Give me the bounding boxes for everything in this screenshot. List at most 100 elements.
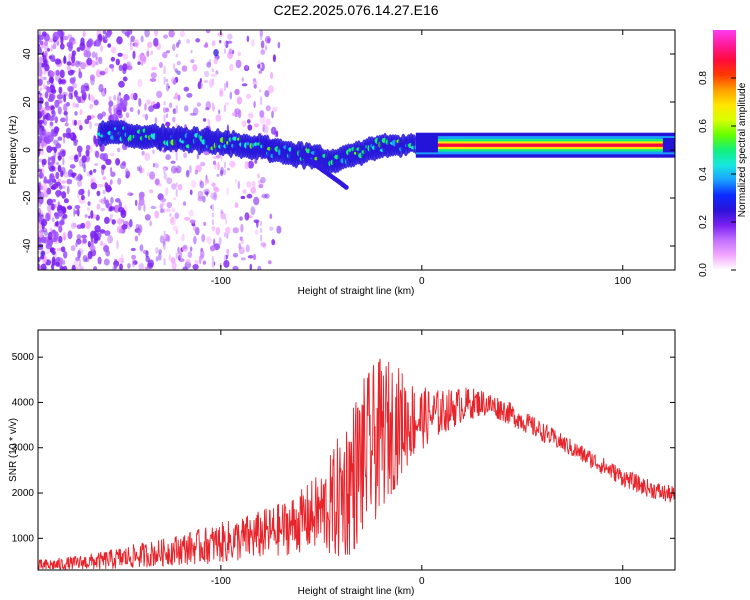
- noise-speckle: [172, 116, 176, 123]
- noise-speckle: [196, 153, 200, 160]
- colorbar-gradient: [713, 30, 736, 270]
- noise-speckle: [153, 37, 159, 47]
- noise-speckle: [144, 152, 151, 161]
- noise-speckle: [199, 181, 205, 189]
- noise-dot: [105, 199, 110, 209]
- noise-speckle: [240, 195, 246, 200]
- noise-dot: [122, 99, 128, 108]
- noise-streak: [211, 103, 214, 107]
- noise-speckle: [139, 244, 144, 252]
- noise-dot: [105, 158, 112, 166]
- noise-speckle: [201, 233, 206, 243]
- noise-speckle: [129, 45, 133, 51]
- noise-speckle: [195, 226, 200, 236]
- noise-speckle: [204, 179, 208, 186]
- noise-dot: [69, 164, 76, 169]
- noise-speckle: [141, 55, 147, 64]
- noise-dot: [106, 30, 113, 36]
- y-tick-label: 1000: [12, 533, 35, 544]
- noise-speckle: [158, 249, 163, 254]
- noise-speckle: [249, 263, 253, 270]
- noise-speckle: [50, 45, 53, 52]
- noise-speckle: [55, 161, 60, 166]
- noise-speckle: [126, 65, 133, 71]
- noise-speckle: [46, 131, 52, 136]
- noise-dot: [50, 105, 55, 111]
- noise-speckle: [102, 190, 106, 195]
- noise-dot: [56, 189, 60, 198]
- noise-speckle: [132, 50, 136, 60]
- noise-dot: [86, 115, 92, 121]
- noise-dot: [76, 47, 81, 52]
- noise-speckle: [95, 69, 102, 78]
- noise-dot: [38, 119, 45, 125]
- noise-streak: [211, 204, 214, 209]
- noise-speckle: [183, 201, 186, 206]
- noise-speckle: [197, 81, 203, 90]
- noise-dot: [55, 69, 60, 76]
- noise-speckle: [269, 226, 274, 231]
- noise-speckle: [246, 119, 251, 124]
- noise-speckle: [206, 61, 212, 68]
- noise-dot: [51, 203, 55, 211]
- noise-speckle: [79, 109, 83, 115]
- noise-speckle: [219, 170, 224, 177]
- noise-speckle: [168, 30, 175, 38]
- noise-speckle: [72, 222, 77, 228]
- noise-speckle: [234, 88, 240, 96]
- noise-speckle: [117, 218, 123, 225]
- noise-speckle: [232, 227, 239, 234]
- colorbar-label: Normalized spectral amplitude: [737, 82, 748, 217]
- noise-speckle: [180, 30, 185, 38]
- noise-speckle: [165, 121, 171, 127]
- noise-speckle: [219, 40, 222, 44]
- noise-speckle: [75, 242, 78, 248]
- noise-speckle: [175, 229, 178, 235]
- noise-speckle: [272, 54, 276, 63]
- noise-streak: [163, 167, 166, 175]
- noise-streak: [175, 252, 178, 260]
- noise-streak: [260, 234, 263, 239]
- noise-speckle: [225, 218, 228, 225]
- noise-speckle: [236, 96, 243, 105]
- noise-speckle: [264, 45, 268, 51]
- noise-speckle: [226, 232, 229, 239]
- noise-speckle: [174, 212, 180, 219]
- noise-speckle: [88, 215, 91, 219]
- noise-speckle: [258, 183, 264, 189]
- noise-dot: [53, 231, 59, 240]
- noise-speckle: [170, 257, 176, 264]
- noise-speckle: [99, 70, 106, 76]
- noise-speckle: [98, 56, 103, 65]
- spectrogram-panel: -100 0 100 -40 -20 0 20 40 Height of straight l…: [8, 29, 676, 297]
- noise-streak: [260, 99, 263, 105]
- noise-dot: [42, 54, 47, 64]
- noise-speckle: [258, 70, 262, 74]
- noise-speckle: [152, 104, 159, 109]
- noise-dot: [38, 236, 42, 244]
- noise-speckle: [240, 223, 244, 233]
- noise-speckle: [202, 260, 207, 265]
- noise-streak: [223, 232, 226, 237]
- noise-speckle: [100, 45, 103, 52]
- noise-speckle: [134, 199, 138, 206]
- noise-streak: [175, 188, 178, 197]
- noise-speckle: [70, 222, 77, 229]
- noise-dot: [38, 128, 43, 136]
- noise-speckle: [141, 150, 145, 156]
- noise-speckle: [257, 179, 263, 184]
- noise-speckle: [57, 178, 62, 183]
- noise-streak: [223, 83, 226, 91]
- noise-speckle: [38, 62, 43, 70]
- noise-dot: [102, 30, 106, 35]
- noise-streak: [211, 212, 214, 218]
- noise-speckle: [137, 78, 143, 88]
- noise-speckle: [76, 175, 79, 182]
- noise-speckle: [66, 178, 73, 185]
- noise-streak: [211, 219, 214, 225]
- noise-speckle: [226, 248, 229, 254]
- noise-dot: [93, 99, 99, 106]
- noise-speckle: [103, 258, 110, 266]
- spectrogram-x-axis-label: Height of straight line (km): [298, 286, 415, 297]
- noise-speckle: [246, 93, 251, 99]
